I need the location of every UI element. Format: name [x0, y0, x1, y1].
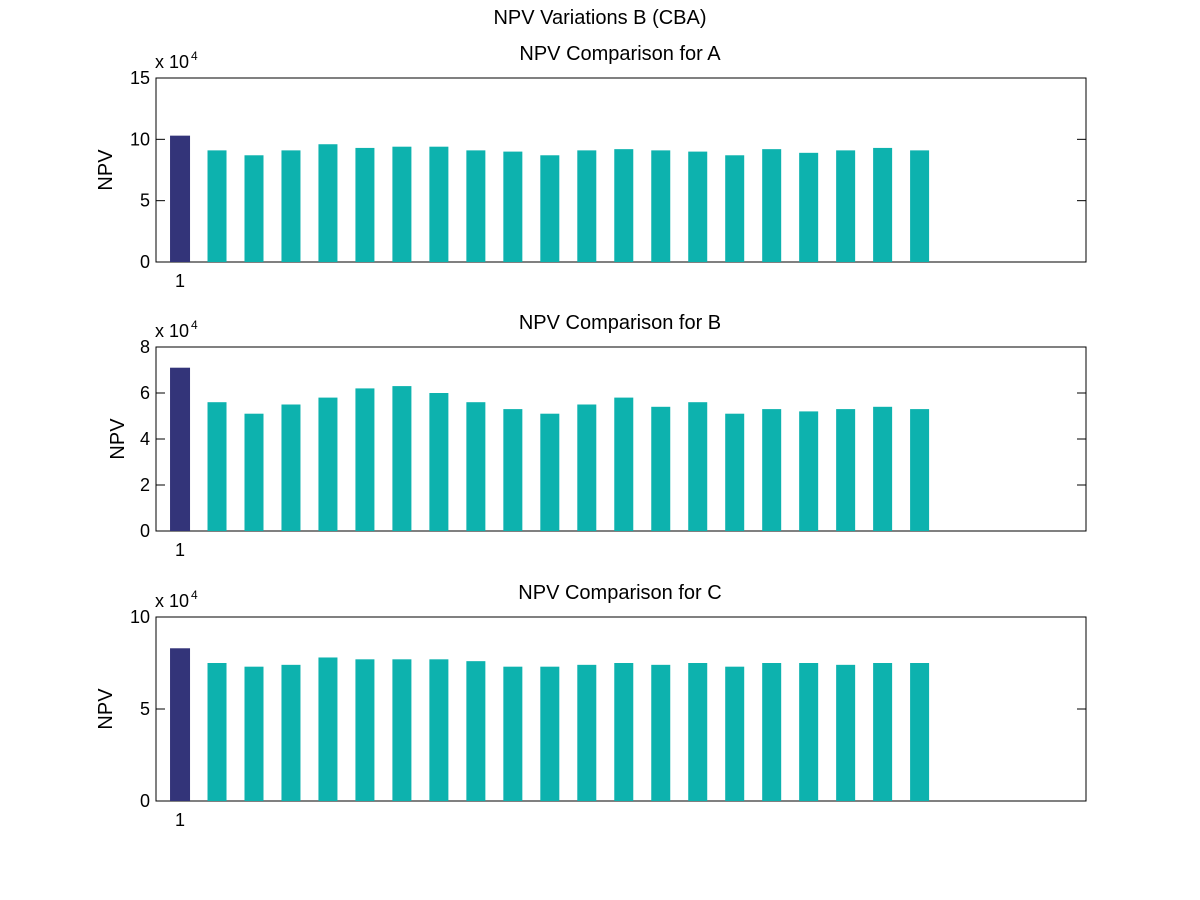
x-tick-label: 1 — [175, 540, 185, 560]
y-axis-label: NPV — [95, 688, 117, 730]
bar-variation-21 — [910, 150, 930, 262]
bar-base-case — [170, 135, 191, 262]
y-exponent-label: x 10 4 — [155, 49, 198, 72]
bar-variation-8 — [429, 659, 449, 801]
bar-variation-3 — [244, 666, 264, 801]
y-exponent-sup: 4 — [191, 588, 198, 602]
bar-variation-18 — [799, 411, 819, 531]
bar-variation-20 — [873, 147, 893, 262]
bar-variation-11 — [540, 666, 560, 801]
bar-variation-12 — [577, 150, 597, 262]
bar-variation-6 — [355, 659, 375, 801]
bar-variation-4 — [281, 404, 301, 531]
bar-variation-9 — [466, 150, 486, 262]
bar-variation-16 — [725, 666, 745, 801]
bar-variation-11 — [540, 155, 560, 262]
y-tick-label: 4 — [140, 429, 150, 449]
bar-variation-19 — [836, 150, 856, 262]
y-tick-label: 15 — [130, 68, 150, 88]
bar-variation-7 — [392, 659, 412, 801]
bar-variation-14 — [651, 150, 671, 262]
bar-variation-6 — [355, 388, 375, 531]
figure-title: NPV Variations B (CBA) — [493, 7, 706, 29]
bar-variation-2 — [207, 402, 227, 531]
bar-variation-19 — [836, 409, 856, 531]
y-exponent-base: x 10 — [155, 321, 189, 341]
bar-variation-12 — [577, 664, 597, 801]
subplot-3: NPV Comparison for C 0 5 10x 10 4 NPV 1 — [95, 582, 1087, 830]
bar-variation-20 — [873, 406, 893, 531]
x-tick-label: 1 — [175, 810, 185, 830]
bar-variation-15 — [688, 402, 708, 531]
bar-variation-4 — [281, 664, 301, 801]
y-tick-label: 0 — [140, 521, 150, 541]
y-tick-label: 0 — [140, 791, 150, 811]
bar-variation-18 — [799, 663, 819, 801]
bar-variation-13 — [614, 663, 634, 801]
bar-variation-8 — [429, 393, 449, 531]
subplot-title: NPV Comparison for C — [518, 582, 721, 604]
bar-base-case — [170, 367, 191, 531]
bar-variation-7 — [392, 386, 412, 531]
y-axis-label: NPV — [107, 418, 129, 460]
bar-variation-12 — [577, 404, 597, 531]
bar-variation-10 — [503, 409, 523, 531]
bar-variation-10 — [503, 666, 523, 801]
bar-variation-2 — [207, 150, 227, 262]
y-tick-label: 5 — [140, 699, 150, 719]
bar-variation-5 — [318, 397, 338, 531]
y-tick-label: 10 — [130, 129, 150, 149]
bar-base-case — [170, 648, 191, 801]
bar-variation-16 — [725, 155, 745, 262]
bar-variation-13 — [614, 397, 634, 531]
bar-variation-4 — [281, 150, 301, 262]
y-exponent-label: x 10 4 — [155, 318, 198, 341]
bar-variation-9 — [466, 402, 486, 531]
bar-variation-21 — [910, 409, 930, 531]
y-tick-label: 10 — [130, 607, 150, 627]
bar-variation-14 — [651, 664, 671, 801]
bar-variation-3 — [244, 413, 264, 531]
y-tick-label: 6 — [140, 383, 150, 403]
y-tick-label: 0 — [140, 252, 150, 272]
bar-variation-7 — [392, 146, 412, 262]
bar-variation-17 — [762, 663, 782, 801]
y-exponent-base: x 10 — [155, 591, 189, 611]
bar-variation-10 — [503, 151, 523, 262]
subplot-title: NPV Comparison for B — [519, 312, 721, 334]
bar-variation-21 — [910, 663, 930, 801]
y-tick-label: 5 — [140, 191, 150, 211]
bar-variation-17 — [762, 409, 782, 531]
bar-variation-5 — [318, 144, 338, 262]
bar-variation-2 — [207, 663, 227, 801]
bar-variation-3 — [244, 155, 264, 262]
x-tick-label: 1 — [175, 271, 185, 291]
bar-variation-13 — [614, 149, 634, 262]
y-exponent-sup: 4 — [191, 49, 198, 63]
bar-variation-19 — [836, 664, 856, 801]
bar-variation-14 — [651, 406, 671, 531]
bar-variation-16 — [725, 413, 745, 531]
bar-variation-15 — [688, 151, 708, 262]
bar-variation-17 — [762, 149, 782, 262]
y-exponent-sup: 4 — [191, 318, 198, 332]
bar-variation-20 — [873, 663, 893, 801]
bar-variation-18 — [799, 152, 819, 262]
y-tick-label: 8 — [140, 337, 150, 357]
y-axis-label: NPV — [95, 149, 117, 191]
bar-variation-11 — [540, 413, 560, 531]
bar-variation-5 — [318, 657, 338, 801]
y-exponent-label: x 10 4 — [155, 588, 198, 611]
y-tick-label: 2 — [140, 475, 150, 495]
bar-variation-9 — [466, 661, 486, 801]
subplot-title: NPV Comparison for A — [519, 43, 721, 65]
bar-variation-15 — [688, 663, 708, 801]
bar-variation-6 — [355, 147, 375, 262]
subplot-1: NPV Comparison for A 0 5 10 15x 10 4 NPV 1 — [95, 43, 1087, 291]
bar-variation-8 — [429, 146, 449, 262]
y-exponent-base: x 10 — [155, 52, 189, 72]
